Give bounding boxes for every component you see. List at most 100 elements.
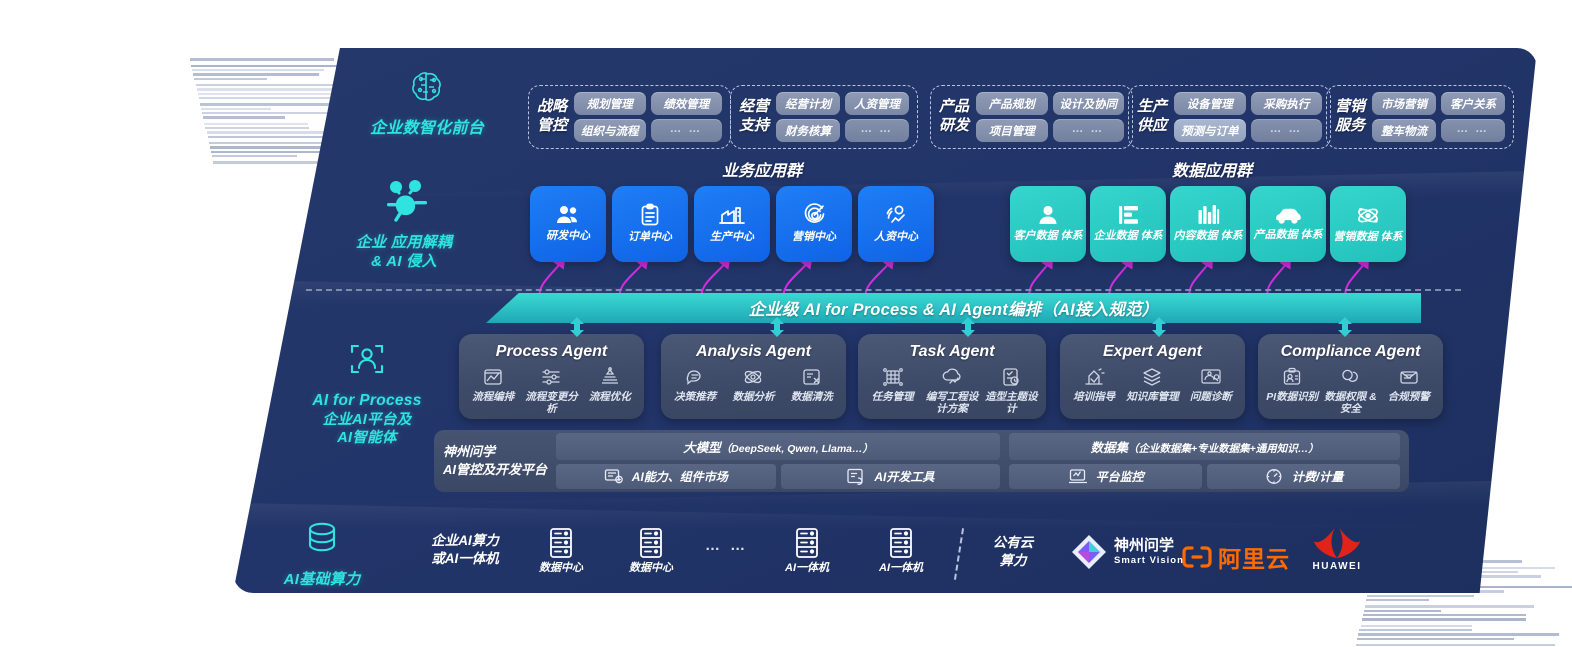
top-group-title: 战略 管控 (537, 98, 567, 136)
top-group-marketing-service: 营销 服务 市场营销 客户关系 整车物流 … … (1326, 85, 1514, 149)
agent-card-task[interactable]: Task Agent 任务管理 编写工程设计方案 造型主题设计 (858, 334, 1046, 419)
infra-node-ai2[interactable]: AI一体机 (871, 527, 931, 576)
data-card-content[interactable]: 内容数据 体系 (1170, 186, 1246, 262)
top-chip[interactable]: 设备管理 (1174, 92, 1246, 115)
app-card-rnd-center[interactable]: 研发中心 (530, 186, 606, 262)
app-card-hr-center[interactable]: 人资中心 (858, 186, 934, 262)
app-card-label: 生产中心 (710, 231, 754, 244)
data-card-product[interactable]: 产品数据 体系 (1250, 186, 1326, 262)
agent-capability[interactable]: 培训指导 (1065, 367, 1123, 403)
ai-person-icon (292, 338, 442, 385)
top-chip[interactable]: 设计及协同 (1053, 92, 1125, 115)
top-chip[interactable]: 绩效管理 (651, 92, 723, 115)
logo-name: 神州问学 (1114, 538, 1184, 554)
top-chip[interactable]: 财务核算 (776, 119, 840, 142)
agent-capability[interactable]: 流程编排 (464, 367, 522, 415)
top-chip[interactable]: 市场营销 (1372, 92, 1436, 115)
agent-title: Expert Agent (1103, 343, 1202, 361)
agent-capability[interactable]: PI数据识别 (1263, 367, 1321, 415)
agent-capability[interactable]: 数据权限 & 安全 (1321, 367, 1379, 415)
agent-capability[interactable]: 编写工程设计方案 (922, 367, 981, 415)
top-chip[interactable]: 组织与流程 (574, 119, 646, 142)
aliyun-mark-icon (1182, 546, 1212, 568)
factory-icon (719, 204, 745, 227)
agent-capability[interactable]: 问题诊断 (1182, 367, 1240, 403)
rail-app-decoupling: 企业 应用解耦 & AI 侵入 (329, 176, 479, 271)
data-card-enterprise[interactable]: 企业数据 体系 (1090, 186, 1166, 262)
top-group-title: 营销 服务 (1335, 98, 1365, 136)
top-chip-more[interactable]: … … (1251, 119, 1323, 142)
agent-capability[interactable]: 流程变更分析 (522, 367, 580, 415)
top-chip-more[interactable]: … … (651, 119, 723, 142)
huawei-logo[interactable]: HUAWEI (1311, 527, 1363, 572)
top-chip[interactable]: 项目管理 (976, 119, 1048, 142)
logo-tagline: Smart Vision (1114, 556, 1184, 566)
top-chip-more[interactable]: … … (845, 119, 909, 142)
data-card-label: 企业数据 体系 (1093, 230, 1162, 243)
agent-capability[interactable]: 知识库管理 (1123, 367, 1181, 403)
content-icon (1197, 204, 1220, 226)
agent-capability-label: 流程变更分析 (522, 391, 580, 415)
shenzhou-wenxue-logo[interactable]: 神州问学 Smart Vision (1070, 533, 1184, 571)
data-card-label: 产品数据 体系 (1253, 229, 1322, 242)
agent-card-analysis[interactable]: Analysis Agent 决策推荐 数据分析 数据清洗 (661, 334, 846, 419)
infra-node-ai1[interactable]: AI一体机 (777, 527, 837, 576)
agent-capability-label: 造型主题设计 (982, 391, 1041, 415)
agent-card-expert[interactable]: Expert Agent 培训指导 知识库管理 问题诊断 (1060, 334, 1245, 419)
platform-button-ai-devtool[interactable]: AI开发工具 (781, 464, 1001, 489)
agent-capability[interactable]: 流程优化 (581, 367, 639, 415)
server-icon (546, 527, 576, 559)
top-chip-more[interactable]: … … (1441, 119, 1505, 142)
data-card-marketing[interactable]: 营销数据 体系 (1330, 186, 1406, 262)
agent-capability-label: 编写工程设计方案 (922, 391, 981, 415)
top-chip[interactable]: 规划管理 (574, 92, 646, 115)
top-chip-more[interactable]: … … (1053, 119, 1125, 142)
top-chip[interactable]: 客户关系 (1441, 92, 1505, 115)
aliyun-logo[interactable]: 阿里云 (1182, 540, 1290, 574)
top-chip[interactable]: 人资管理 (845, 92, 909, 115)
infra-public-cloud-label: 公有云 算力 (968, 534, 1058, 570)
data-analysis-icon (742, 367, 764, 387)
knowledge-base-icon (1141, 367, 1163, 387)
section-divider (306, 289, 1461, 291)
agent-capability-label: 流程编排 (472, 391, 514, 403)
data-card-customer[interactable]: 客户数据 体系 (1010, 186, 1086, 262)
alert-icon (1398, 367, 1420, 387)
agent-title: Compliance Agent (1281, 343, 1421, 361)
agent-card-compliance[interactable]: Compliance Agent PI数据识别 数据权限 & 安全 合规预警 (1258, 334, 1443, 419)
agent-capability[interactable]: 决策推荐 (666, 367, 724, 403)
top-chip[interactable]: 采购执行 (1251, 92, 1323, 115)
agent-capability[interactable]: 造型主题设计 (982, 367, 1041, 415)
hr-icon (883, 204, 909, 227)
agent-capability[interactable]: 合规预警 (1380, 367, 1438, 415)
llm-banner[interactable]: 大模型（DeepSeek, Qwen, Llama…） (556, 433, 1000, 460)
top-chip[interactable]: 整车物流 (1372, 119, 1436, 142)
diagnose-icon (1200, 367, 1222, 387)
agent-capability[interactable]: 数据清洗 (783, 367, 841, 403)
infra-node-dc1[interactable]: 数据中心 (531, 527, 591, 576)
dataset-banner[interactable]: 数据集（企业数据集+专业数据集+通用知识…） (1009, 433, 1400, 460)
agent-capability[interactable]: 数据分析 (724, 367, 782, 403)
car-icon (1274, 206, 1302, 225)
rail-label-aifp-3: AI智能体 (292, 429, 442, 448)
infra-node-label: AI一体机 (879, 562, 923, 576)
top-chip[interactable]: 预测与订单 (1174, 119, 1246, 142)
app-card-order-center[interactable]: 订单中心 (612, 186, 688, 262)
agent-capability-label: 培训指导 (1073, 391, 1115, 403)
platform-button-billing[interactable]: 计费/计量 (1207, 464, 1400, 489)
platform-button-ai-market[interactable]: AI能力、组件市场 (556, 464, 776, 489)
target-icon (802, 203, 827, 227)
app-card-marketing-center[interactable]: 营销中心 (776, 186, 852, 262)
agent-capability[interactable]: 任务管理 (863, 367, 922, 415)
rail-ai-for-process: AI for Process 企业AI平台及 AI智能体 (292, 338, 442, 448)
band-arrow-icon (957, 316, 979, 338)
infra-node-dc2[interactable]: 数据中心 (621, 527, 681, 576)
app-card-production-center[interactable]: 生产中心 (694, 186, 770, 262)
band-arrow-icon (1148, 316, 1170, 338)
heading-business-apps: 业务应用群 (722, 157, 802, 181)
agent-card-process[interactable]: Process Agent 流程编排 流程变更分析 流程优化 (459, 334, 644, 419)
rail-label-aifp-2: 企业AI平台及 (292, 411, 442, 430)
top-chip[interactable]: 产品规划 (976, 92, 1048, 115)
platform-button-monitor[interactable]: 平台监控 (1009, 464, 1202, 489)
top-chip[interactable]: 经营计划 (776, 92, 840, 115)
